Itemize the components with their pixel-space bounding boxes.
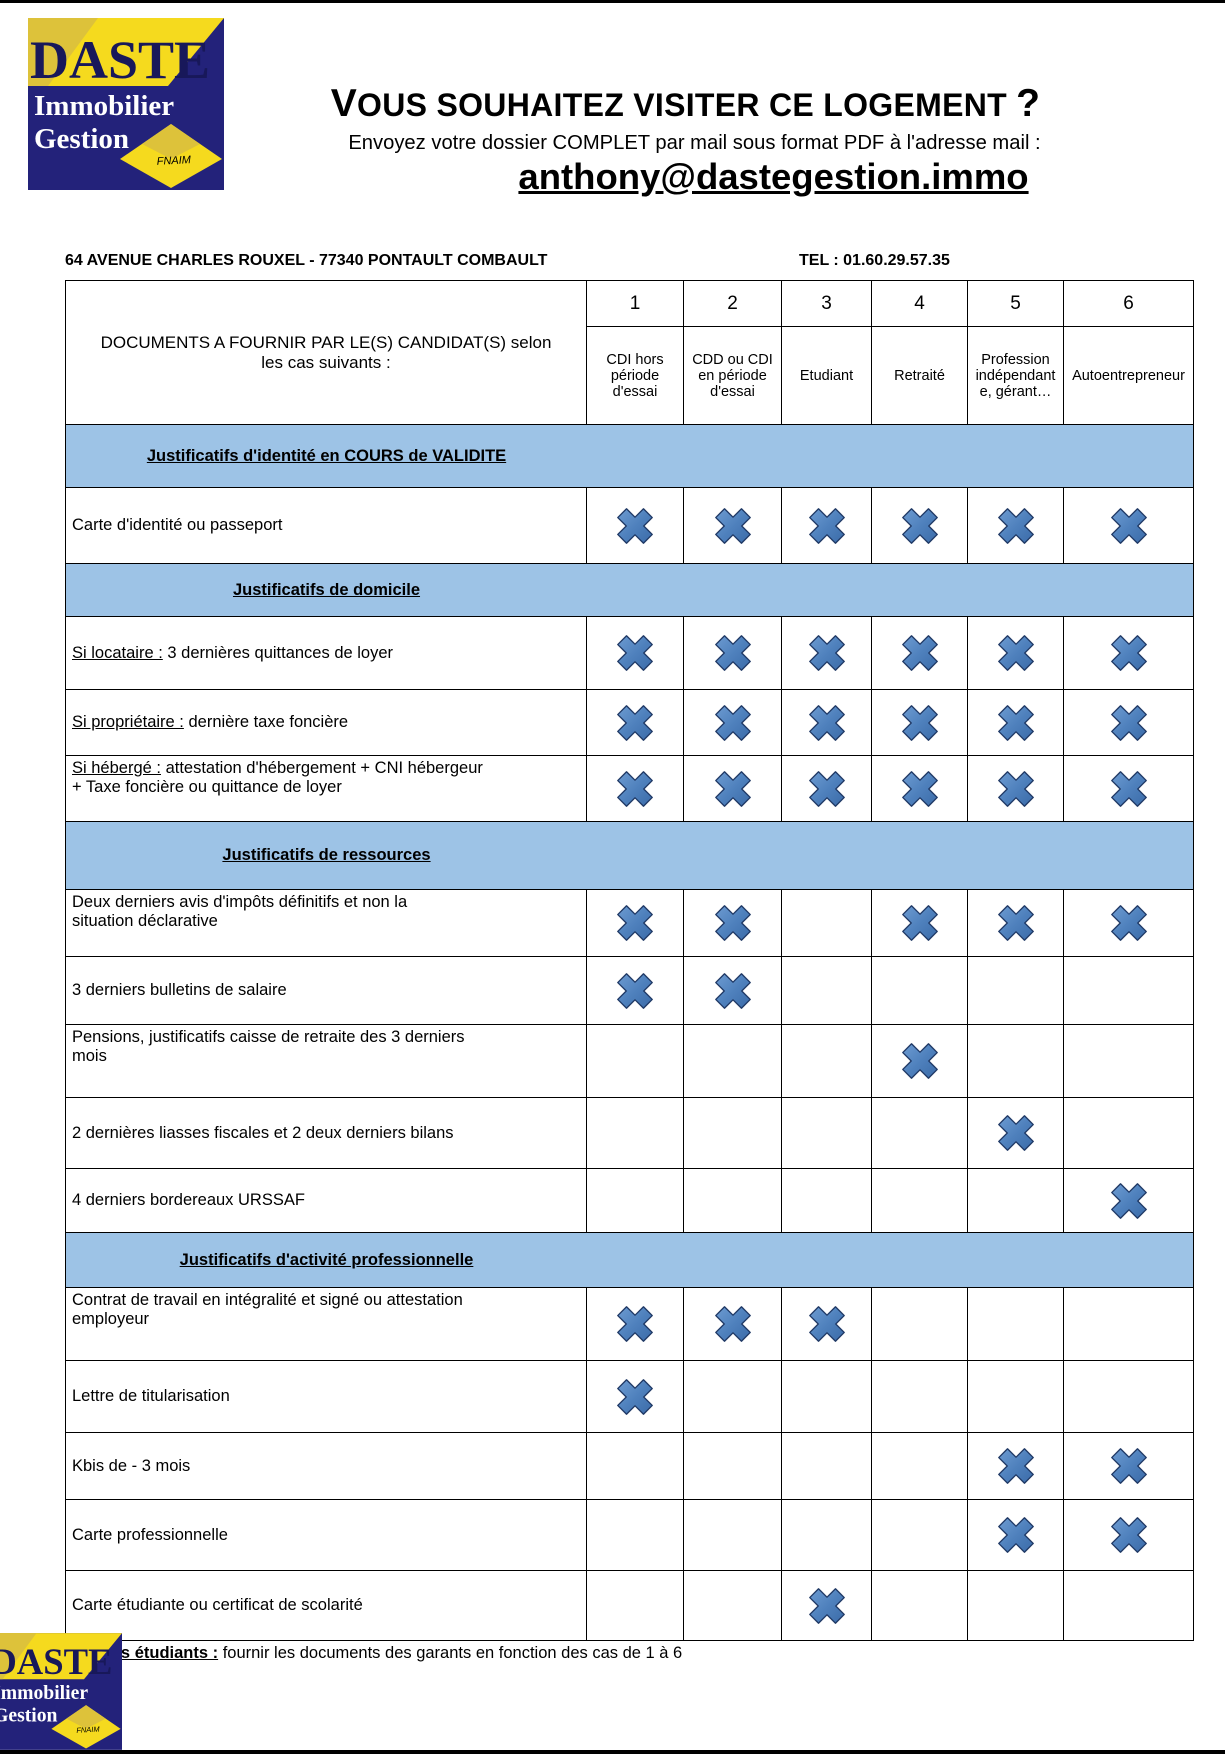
svg-text:Gestion: Gestion [34,123,129,155]
svg-text:DASTE: DASTE [0,1641,112,1682]
svg-text:FNAIM: FNAIM [76,1725,100,1735]
svg-text:Immobilier: Immobilier [34,90,174,122]
svg-text:FNAIM: FNAIM [156,154,192,168]
svg-text:Gestion: Gestion [0,1704,58,1726]
svg-text:Immobilier: Immobilier [0,1682,88,1704]
svg-text:DASTE: DASTE [30,30,210,90]
